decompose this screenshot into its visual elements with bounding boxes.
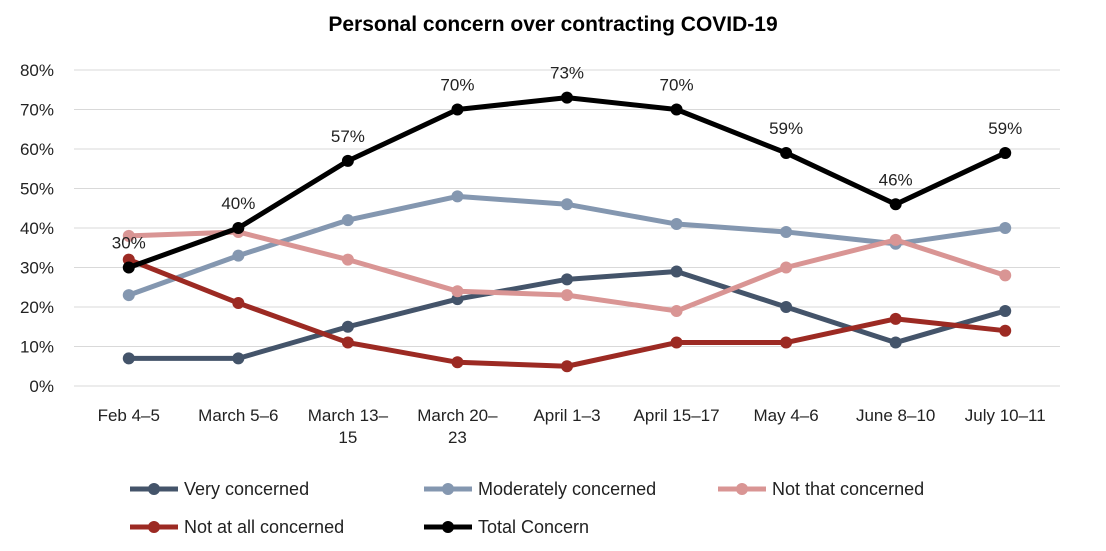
data-point-not-that-concerned	[341, 253, 354, 266]
data-point-not-at-all-concerned	[341, 336, 354, 349]
data-point-not-that-concerned	[122, 229, 135, 242]
data-point-total-concern	[122, 261, 135, 274]
x-tick-label: Feb 4–5	[98, 406, 160, 425]
x-tick-label: March 20– 23	[417, 406, 498, 447]
data-point-very-concerned	[999, 304, 1012, 317]
legend-label: Total Concern	[478, 517, 589, 537]
data-point-very-concerned	[889, 336, 902, 349]
data-point-moderately-concerned	[999, 222, 1012, 234]
data-label: 40%	[221, 194, 255, 213]
data-point-not-that-concerned	[451, 285, 464, 298]
data-point-moderately-concerned	[232, 249, 245, 262]
y-tick-label: 20%	[20, 298, 54, 317]
legend-item-total-concern: Total Concern	[424, 517, 589, 537]
data-point-very-concerned	[561, 273, 573, 286]
y-tick-label: 70%	[20, 101, 54, 120]
series-very-concerned	[122, 265, 1012, 365]
x-tick-label: June 8–10	[856, 406, 935, 425]
legend-label: Very concerned	[184, 479, 309, 499]
data-point-moderately-concerned	[451, 190, 464, 203]
data-label: 57%	[331, 127, 365, 146]
data-point-very-concerned	[232, 352, 245, 365]
data-point-very-concerned	[780, 301, 793, 313]
data-point-moderately-concerned	[122, 289, 135, 302]
y-tick-label: 0%	[29, 377, 54, 396]
legend-item-not-that-concerned: Not that concerned	[718, 479, 924, 499]
data-point-not-at-all-concerned	[889, 312, 902, 325]
y-tick-label: 30%	[20, 259, 54, 278]
data-label: 46%	[879, 170, 913, 189]
y-tick-label: 60%	[20, 140, 54, 159]
legend-item-very-concerned: Very concerned	[130, 479, 309, 499]
data-point-not-at-all-concerned	[780, 336, 793, 349]
data-label: 73%	[550, 64, 584, 83]
legend-item-moderately-concerned: Moderately concerned	[424, 479, 656, 499]
y-tick-label: 10%	[20, 338, 54, 357]
legend-item-not-at-all-concerned: Not at all concerned	[130, 517, 344, 537]
data-point-total-concern	[889, 198, 902, 211]
data-point-moderately-concerned	[670, 218, 683, 231]
data-point-not-that-concerned	[889, 233, 902, 246]
x-tick-label: April 15–17	[634, 406, 720, 425]
legend-swatch-marker	[442, 521, 454, 533]
legend-label: Not at all concerned	[184, 517, 344, 537]
data-point-total-concern	[232, 222, 245, 234]
legend-label: Not that concerned	[772, 479, 924, 499]
data-point-total-concern	[451, 103, 464, 116]
data-point-very-concerned	[122, 352, 135, 365]
data-point-total-concern	[341, 154, 354, 167]
data-point-very-concerned	[341, 320, 354, 333]
legend-label: Moderately concerned	[478, 479, 656, 499]
data-point-moderately-concerned	[341, 214, 354, 227]
data-label: 59%	[769, 119, 803, 138]
legend-swatch-marker	[736, 483, 748, 495]
data-label: 70%	[660, 76, 694, 95]
data-point-not-at-all-concerned	[670, 336, 683, 349]
x-tick-label: May 4–6	[754, 406, 819, 425]
data-label: 30%	[112, 234, 146, 253]
chart-title: Personal concern over contracting COVID-…	[328, 13, 777, 36]
x-tick-label: April 1–3	[533, 406, 600, 425]
x-tick-label: March 13– 15	[308, 406, 389, 447]
data-label: 59%	[988, 119, 1022, 138]
y-tick-label: 50%	[20, 180, 54, 199]
data-point-total-concern	[561, 91, 573, 104]
series-total-concern	[122, 91, 1012, 274]
x-tick-label: March 5–6	[198, 406, 278, 425]
data-point-not-that-concerned	[780, 261, 793, 274]
data-point-not-at-all-concerned	[232, 297, 245, 310]
y-tick-label: 40%	[20, 219, 54, 238]
data-point-not-at-all-concerned	[561, 360, 573, 373]
data-point-total-concern	[780, 146, 793, 159]
legend-swatch-marker	[148, 521, 160, 533]
legend-swatch-marker	[442, 483, 454, 495]
legend-swatch-marker	[148, 483, 160, 495]
x-tick-label: July 10–11	[965, 406, 1046, 425]
data-point-total-concern	[670, 103, 683, 116]
data-label: 70%	[440, 76, 474, 95]
data-point-not-that-concerned	[670, 304, 683, 317]
data-point-moderately-concerned	[561, 198, 573, 211]
data-point-not-that-concerned	[561, 289, 573, 302]
y-tick-label: 80%	[20, 61, 54, 80]
data-point-not-at-all-concerned	[451, 356, 464, 369]
data-point-moderately-concerned	[780, 225, 793, 238]
data-point-very-concerned	[670, 265, 683, 278]
data-point-not-that-concerned	[999, 269, 1012, 282]
data-point-total-concern	[999, 146, 1012, 159]
data-point-not-at-all-concerned	[999, 324, 1012, 337]
